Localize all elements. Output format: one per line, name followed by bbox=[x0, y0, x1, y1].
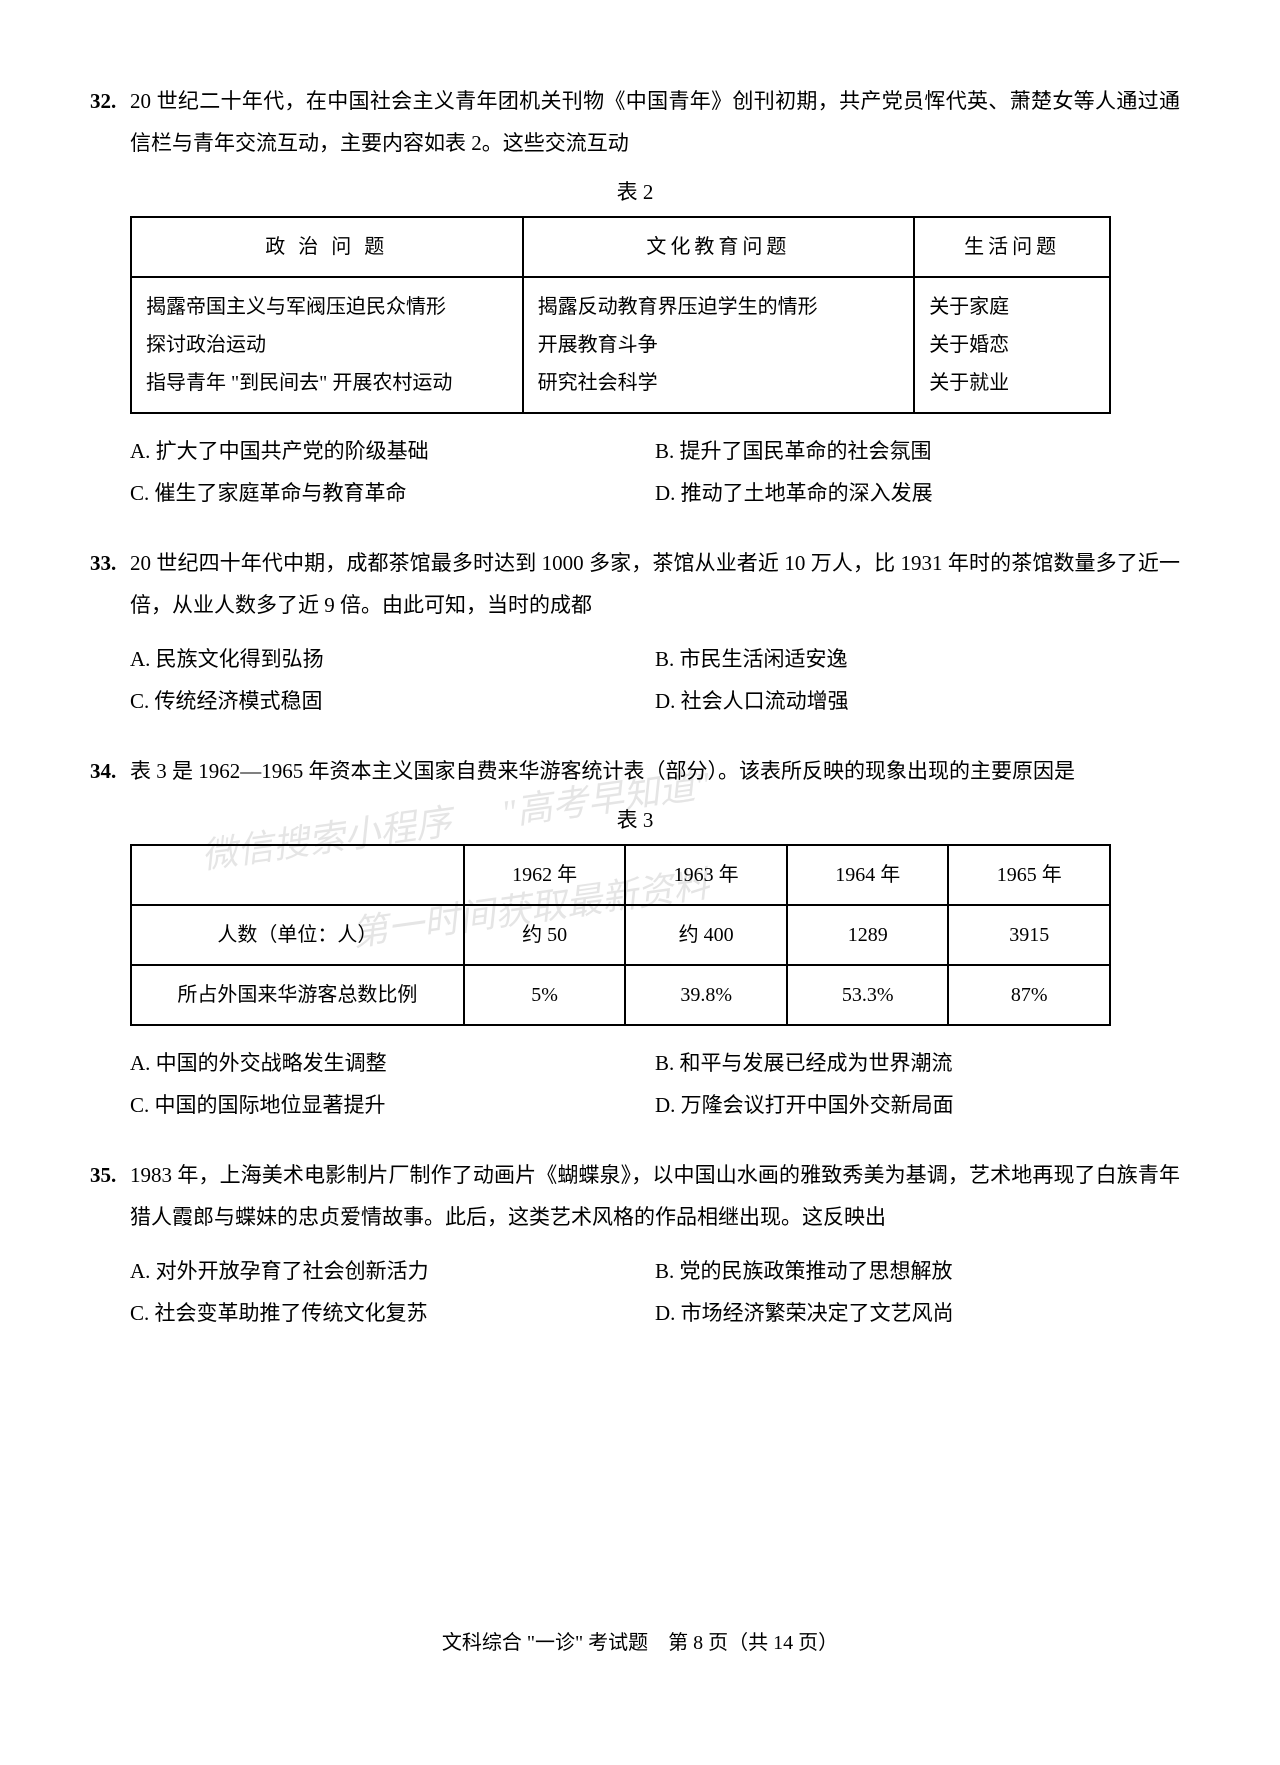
option-b: B. 提升了国民革命的社会氛围 bbox=[655, 430, 1180, 472]
table-cell: 人数（单位：人） bbox=[131, 905, 464, 965]
question-text: 1983 年，上海美术电影制片厂制作了动画片《蝴蝶泉》，以中国山水画的雅致秀美为… bbox=[130, 1154, 1180, 1238]
table-cell: 约 50 bbox=[464, 905, 626, 965]
table-cell: 5% bbox=[464, 965, 626, 1025]
option-a: A. 中国的外交战略发生调整 bbox=[130, 1042, 655, 1084]
option-c: C. 传统经济模式稳固 bbox=[130, 680, 655, 722]
table-header: 1965 年 bbox=[948, 845, 1110, 905]
option-b: B. 和平与发展已经成为世界潮流 bbox=[655, 1042, 1180, 1084]
question-number: 35. bbox=[90, 1154, 130, 1238]
table-header: 文化教育问题 bbox=[523, 217, 915, 277]
table-header-row: 1962 年 1963 年 1964 年 1965 年 bbox=[131, 845, 1110, 905]
option-c: C. 催生了家庭革命与教育革命 bbox=[130, 472, 655, 514]
question-number: 33. bbox=[90, 542, 130, 626]
question-35-stem: 35. 1983 年，上海美术电影制片厂制作了动画片《蝴蝶泉》，以中国山水画的雅… bbox=[90, 1154, 1180, 1238]
table-cell: 约 400 bbox=[625, 905, 787, 965]
question-text: 表 3 是 1962—1965 年资本主义国家自费来华游客统计表（部分）。该表所… bbox=[130, 750, 1180, 792]
table-cell: 关于家庭 关于婚恋 关于就业 bbox=[914, 277, 1110, 413]
option-b: B. 市民生活闲适安逸 bbox=[655, 638, 1180, 680]
table-cell: 揭露反动教育界压迫学生的情形 开展教育斗争 研究社会科学 bbox=[523, 277, 915, 413]
question-32: 32. 20 世纪二十年代，在中国社会主义青年团机关刊物《中国青年》创刊初期，共… bbox=[90, 80, 1180, 514]
question-33: 33. 20 世纪四十年代中期，成都茶馆最多时达到 1000 多家，茶馆从业者近… bbox=[90, 542, 1180, 722]
question-34: 34. 表 3 是 1962—1965 年资本主义国家自费来华游客统计表（部分）… bbox=[90, 750, 1180, 1126]
option-a: A. 民族文化得到弘扬 bbox=[130, 638, 655, 680]
option-d: D. 市场经济繁荣决定了文艺风尚 bbox=[655, 1292, 1180, 1334]
page-footer: 文科综合 "一诊" 考试题 第 8 页（共 14 页） bbox=[0, 1626, 1280, 1655]
table-3: 1962 年 1963 年 1964 年 1965 年 人数（单位：人） 约 5… bbox=[130, 844, 1111, 1026]
question-34-options: A. 中国的外交战略发生调整 B. 和平与发展已经成为世界潮流 C. 中国的国际… bbox=[130, 1042, 1180, 1126]
table-header: 生活问题 bbox=[914, 217, 1110, 277]
question-35-options: A. 对外开放孕育了社会创新活力 B. 党的民族政策推动了思想解放 C. 社会变… bbox=[130, 1250, 1180, 1334]
table-2: 政 治 问 题 文化教育问题 生活问题 揭露帝国主义与军阀压迫民众情形 探讨政治… bbox=[130, 216, 1111, 414]
table-cell: 3915 bbox=[948, 905, 1110, 965]
question-number: 34. bbox=[90, 750, 130, 792]
table-cell: 揭露帝国主义与军阀压迫民众情形 探讨政治运动 指导青年 "到民间去" 开展农村运… bbox=[131, 277, 523, 413]
table-row: 人数（单位：人） 约 50 约 400 1289 3915 bbox=[131, 905, 1110, 965]
option-a: A. 对外开放孕育了社会创新活力 bbox=[130, 1250, 655, 1292]
question-32-options: A. 扩大了中国共产党的阶级基础 B. 提升了国民革命的社会氛围 C. 催生了家… bbox=[130, 430, 1180, 514]
option-d: D. 社会人口流动增强 bbox=[655, 680, 1180, 722]
option-a: A. 扩大了中国共产党的阶级基础 bbox=[130, 430, 655, 472]
table-cell: 所占外国来华游客总数比例 bbox=[131, 965, 464, 1025]
table-cell: 53.3% bbox=[787, 965, 949, 1025]
question-33-stem: 33. 20 世纪四十年代中期，成都茶馆最多时达到 1000 多家，茶馆从业者近… bbox=[90, 542, 1180, 626]
question-number: 32. bbox=[90, 80, 130, 164]
table3-caption: 表 3 bbox=[90, 804, 1180, 834]
question-32-stem: 32. 20 世纪二十年代，在中国社会主义青年团机关刊物《中国青年》创刊初期，共… bbox=[90, 80, 1180, 164]
table-row: 揭露帝国主义与军阀压迫民众情形 探讨政治运动 指导青年 "到民间去" 开展农村运… bbox=[131, 277, 1110, 413]
table-header-row: 政 治 问 题 文化教育问题 生活问题 bbox=[131, 217, 1110, 277]
option-c: C. 社会变革助推了传统文化复苏 bbox=[130, 1292, 655, 1334]
table-header: 1962 年 bbox=[464, 845, 626, 905]
table-header: 1964 年 bbox=[787, 845, 949, 905]
question-text: 20 世纪四十年代中期，成都茶馆最多时达到 1000 多家，茶馆从业者近 10 … bbox=[130, 542, 1180, 626]
question-33-options: A. 民族文化得到弘扬 B. 市民生活闲适安逸 C. 传统经济模式稳固 D. 社… bbox=[130, 638, 1180, 722]
table-cell: 1289 bbox=[787, 905, 949, 965]
option-c: C. 中国的国际地位显著提升 bbox=[130, 1084, 655, 1126]
table-cell: 39.8% bbox=[625, 965, 787, 1025]
table2-caption: 表 2 bbox=[90, 176, 1180, 206]
option-d: D. 万隆会议打开中国外交新局面 bbox=[655, 1084, 1180, 1126]
option-d: D. 推动了土地革命的深入发展 bbox=[655, 472, 1180, 514]
option-b: B. 党的民族政策推动了思想解放 bbox=[655, 1250, 1180, 1292]
question-text: 20 世纪二十年代，在中国社会主义青年团机关刊物《中国青年》创刊初期，共产党员恽… bbox=[130, 80, 1180, 164]
table-cell: 87% bbox=[948, 965, 1110, 1025]
table-row: 所占外国来华游客总数比例 5% 39.8% 53.3% 87% bbox=[131, 965, 1110, 1025]
table-header: 1963 年 bbox=[625, 845, 787, 905]
question-34-stem: 34. 表 3 是 1962—1965 年资本主义国家自费来华游客统计表（部分）… bbox=[90, 750, 1180, 792]
table-header: 政 治 问 题 bbox=[131, 217, 523, 277]
question-35: 35. 1983 年，上海美术电影制片厂制作了动画片《蝴蝶泉》，以中国山水画的雅… bbox=[90, 1154, 1180, 1334]
table-header bbox=[131, 845, 464, 905]
